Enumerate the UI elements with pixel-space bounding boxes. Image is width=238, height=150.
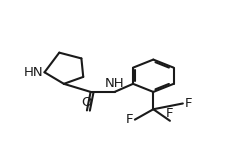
Text: HN: HN — [24, 66, 44, 79]
Text: NH: NH — [105, 77, 124, 90]
Text: F: F — [166, 107, 174, 120]
Text: O: O — [82, 96, 92, 109]
Text: F: F — [126, 113, 134, 126]
Text: F: F — [185, 97, 192, 110]
